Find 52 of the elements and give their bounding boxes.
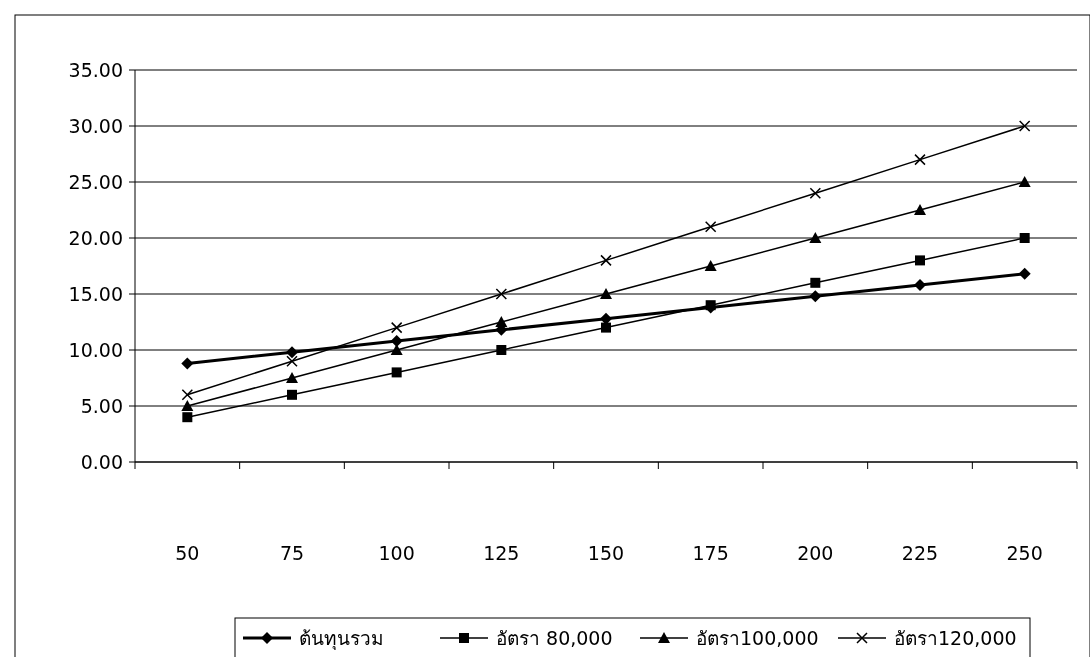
x-tick-label: 225 <box>901 542 939 564</box>
legend-label: อัตรา 80,000 <box>496 627 613 649</box>
point <box>704 221 717 233</box>
point <box>495 316 508 327</box>
point <box>1019 233 1030 243</box>
point <box>600 288 612 299</box>
x-tick-label: 250 <box>1006 542 1043 564</box>
point <box>704 260 717 271</box>
point <box>286 355 298 367</box>
x-tick-label: 125 <box>483 542 520 564</box>
x-tick-label: 200 <box>797 542 834 564</box>
point <box>915 255 925 266</box>
point <box>809 290 822 303</box>
point <box>287 389 297 400</box>
point <box>495 288 508 300</box>
point <box>1018 267 1031 280</box>
point <box>181 357 194 370</box>
point <box>914 153 926 166</box>
point <box>1018 120 1031 132</box>
point <box>496 345 507 355</box>
point <box>390 321 403 334</box>
y-tick-label: 35.00 <box>68 59 123 81</box>
point <box>181 389 194 401</box>
point <box>182 412 193 423</box>
y-tick-label: 20.00 <box>68 227 123 249</box>
point <box>810 277 821 288</box>
point <box>286 346 298 359</box>
point <box>1018 176 1031 187</box>
legend-label: อัตรา100,000 <box>696 627 819 649</box>
y-tick-label: 30.00 <box>68 115 123 137</box>
legend-label: ต้นทุนรวม <box>299 627 384 651</box>
y-tick-label: 0.00 <box>80 451 123 473</box>
x-tick-label: 75 <box>279 542 305 564</box>
point <box>601 322 611 333</box>
point <box>391 367 402 378</box>
point <box>809 232 822 243</box>
point <box>914 204 926 215</box>
point <box>600 254 612 267</box>
point <box>809 187 822 199</box>
point <box>914 279 926 292</box>
point <box>286 372 298 383</box>
y-tick-label: 5.00 <box>80 395 123 417</box>
y-tick-label: 10.00 <box>68 339 123 361</box>
point <box>390 344 403 355</box>
x-tick-label: 150 <box>587 542 625 564</box>
point <box>181 400 194 411</box>
legend-label: อัตรา120,000 <box>894 627 1017 649</box>
x-tick-label: 50 <box>175 542 200 564</box>
x-tick-label: 100 <box>378 542 415 564</box>
y-tick-label: 25.00 <box>68 171 123 193</box>
y-tick-label: 15.00 <box>68 283 123 305</box>
x-tick-label: 175 <box>692 542 729 564</box>
